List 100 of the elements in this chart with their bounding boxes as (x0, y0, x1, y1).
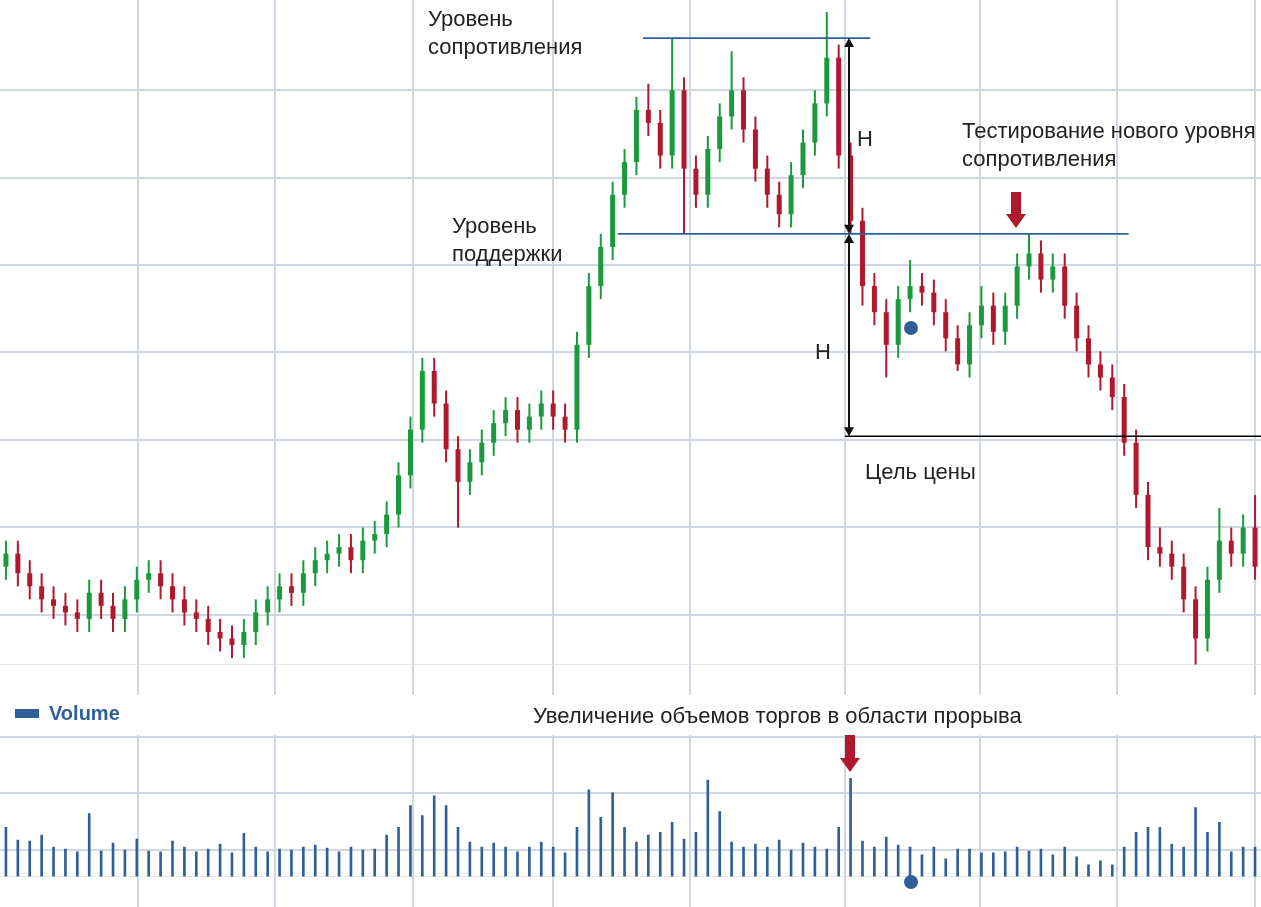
bar (884, 836, 888, 877)
bar (76, 851, 79, 877)
bar (765, 846, 769, 877)
bar (837, 826, 841, 877)
candlestick (1109, 363, 1115, 412)
candlestick (241, 617, 247, 660)
candlestick (360, 526, 366, 575)
candlestick (205, 604, 211, 647)
bar (1003, 851, 1007, 877)
bar (730, 841, 733, 877)
candlestick (467, 448, 473, 496)
bar (302, 846, 305, 877)
bar (754, 843, 757, 877)
candlestick (98, 578, 104, 620)
bar (1194, 807, 1197, 877)
bar (1182, 846, 1186, 877)
bar (40, 834, 43, 877)
candlestick (122, 585, 128, 633)
candlestick (312, 546, 318, 588)
bar (28, 840, 32, 877)
bar (1170, 843, 1174, 877)
bar (147, 850, 151, 877)
ref-line-label: Цель цены (865, 458, 977, 486)
bar (1063, 846, 1067, 877)
candlestick (158, 559, 164, 601)
candlestick (74, 598, 80, 633)
candlestick (1026, 232, 1032, 281)
bar (968, 848, 971, 877)
candlestick (288, 572, 294, 607)
candlestick (277, 572, 283, 614)
bar (183, 846, 186, 877)
bar (1087, 864, 1090, 877)
candlestick (479, 428, 485, 477)
candlestick (1169, 539, 1175, 581)
bar (313, 844, 317, 877)
candlestick (372, 520, 378, 555)
bar (159, 851, 162, 877)
candlestick (15, 539, 21, 588)
candlestick (491, 409, 497, 457)
bar (135, 838, 139, 877)
candlestick (324, 539, 330, 575)
bar (64, 848, 67, 877)
annotation: Тестирование нового уровня сопротивления (962, 117, 1257, 173)
bar (849, 778, 852, 877)
candlestick (110, 591, 116, 633)
ref-line-label: Уровень сопротивления (428, 5, 584, 61)
bar (290, 849, 293, 877)
candlestick (51, 585, 57, 620)
bar (647, 834, 650, 877)
bar (1218, 822, 1221, 877)
bar (480, 846, 484, 877)
bar (278, 848, 281, 877)
candlestick (538, 389, 544, 431)
candlestick (27, 559, 33, 601)
bar (254, 846, 258, 877)
bar (52, 846, 55, 877)
candlestick (336, 533, 342, 568)
candlestick (193, 598, 199, 633)
bar (992, 852, 995, 877)
candlestick (503, 396, 509, 438)
candlestick (217, 617, 223, 653)
candlestick (181, 585, 187, 627)
candlestick (1228, 526, 1234, 568)
bar (516, 851, 519, 877)
bar (611, 792, 614, 877)
bar (980, 852, 983, 877)
bar (777, 839, 781, 877)
bar (397, 826, 400, 877)
bar (194, 851, 198, 877)
candlestick (1097, 350, 1103, 392)
candlestick (146, 559, 152, 594)
annotation: H (857, 125, 873, 153)
candlestick (229, 624, 235, 660)
bar (1051, 854, 1055, 877)
candlestick (776, 180, 782, 229)
text: Увеличение объемов торгов в области прорыва (533, 702, 1022, 730)
bar (206, 848, 210, 877)
bar (1229, 851, 1233, 877)
candlestick (550, 389, 556, 431)
bar (1099, 860, 1102, 877)
candlestick (265, 585, 271, 627)
ref-line-label: Уровень поддержки (452, 212, 564, 268)
bar (825, 848, 829, 877)
candlestick (645, 82, 651, 137)
bar (409, 805, 412, 877)
bar (373, 848, 377, 877)
candlestick (300, 559, 306, 607)
bar (623, 826, 626, 877)
bar (266, 851, 269, 877)
candlestick (514, 396, 520, 444)
bar (504, 846, 507, 877)
bar (492, 842, 496, 877)
bar (1206, 831, 1209, 877)
candlestick (348, 533, 354, 575)
annotation: H (815, 338, 831, 366)
candlestick (39, 572, 45, 614)
candlestick (931, 278, 937, 327)
bar (1075, 856, 1078, 877)
bar (944, 858, 948, 877)
candlestick (919, 272, 925, 307)
